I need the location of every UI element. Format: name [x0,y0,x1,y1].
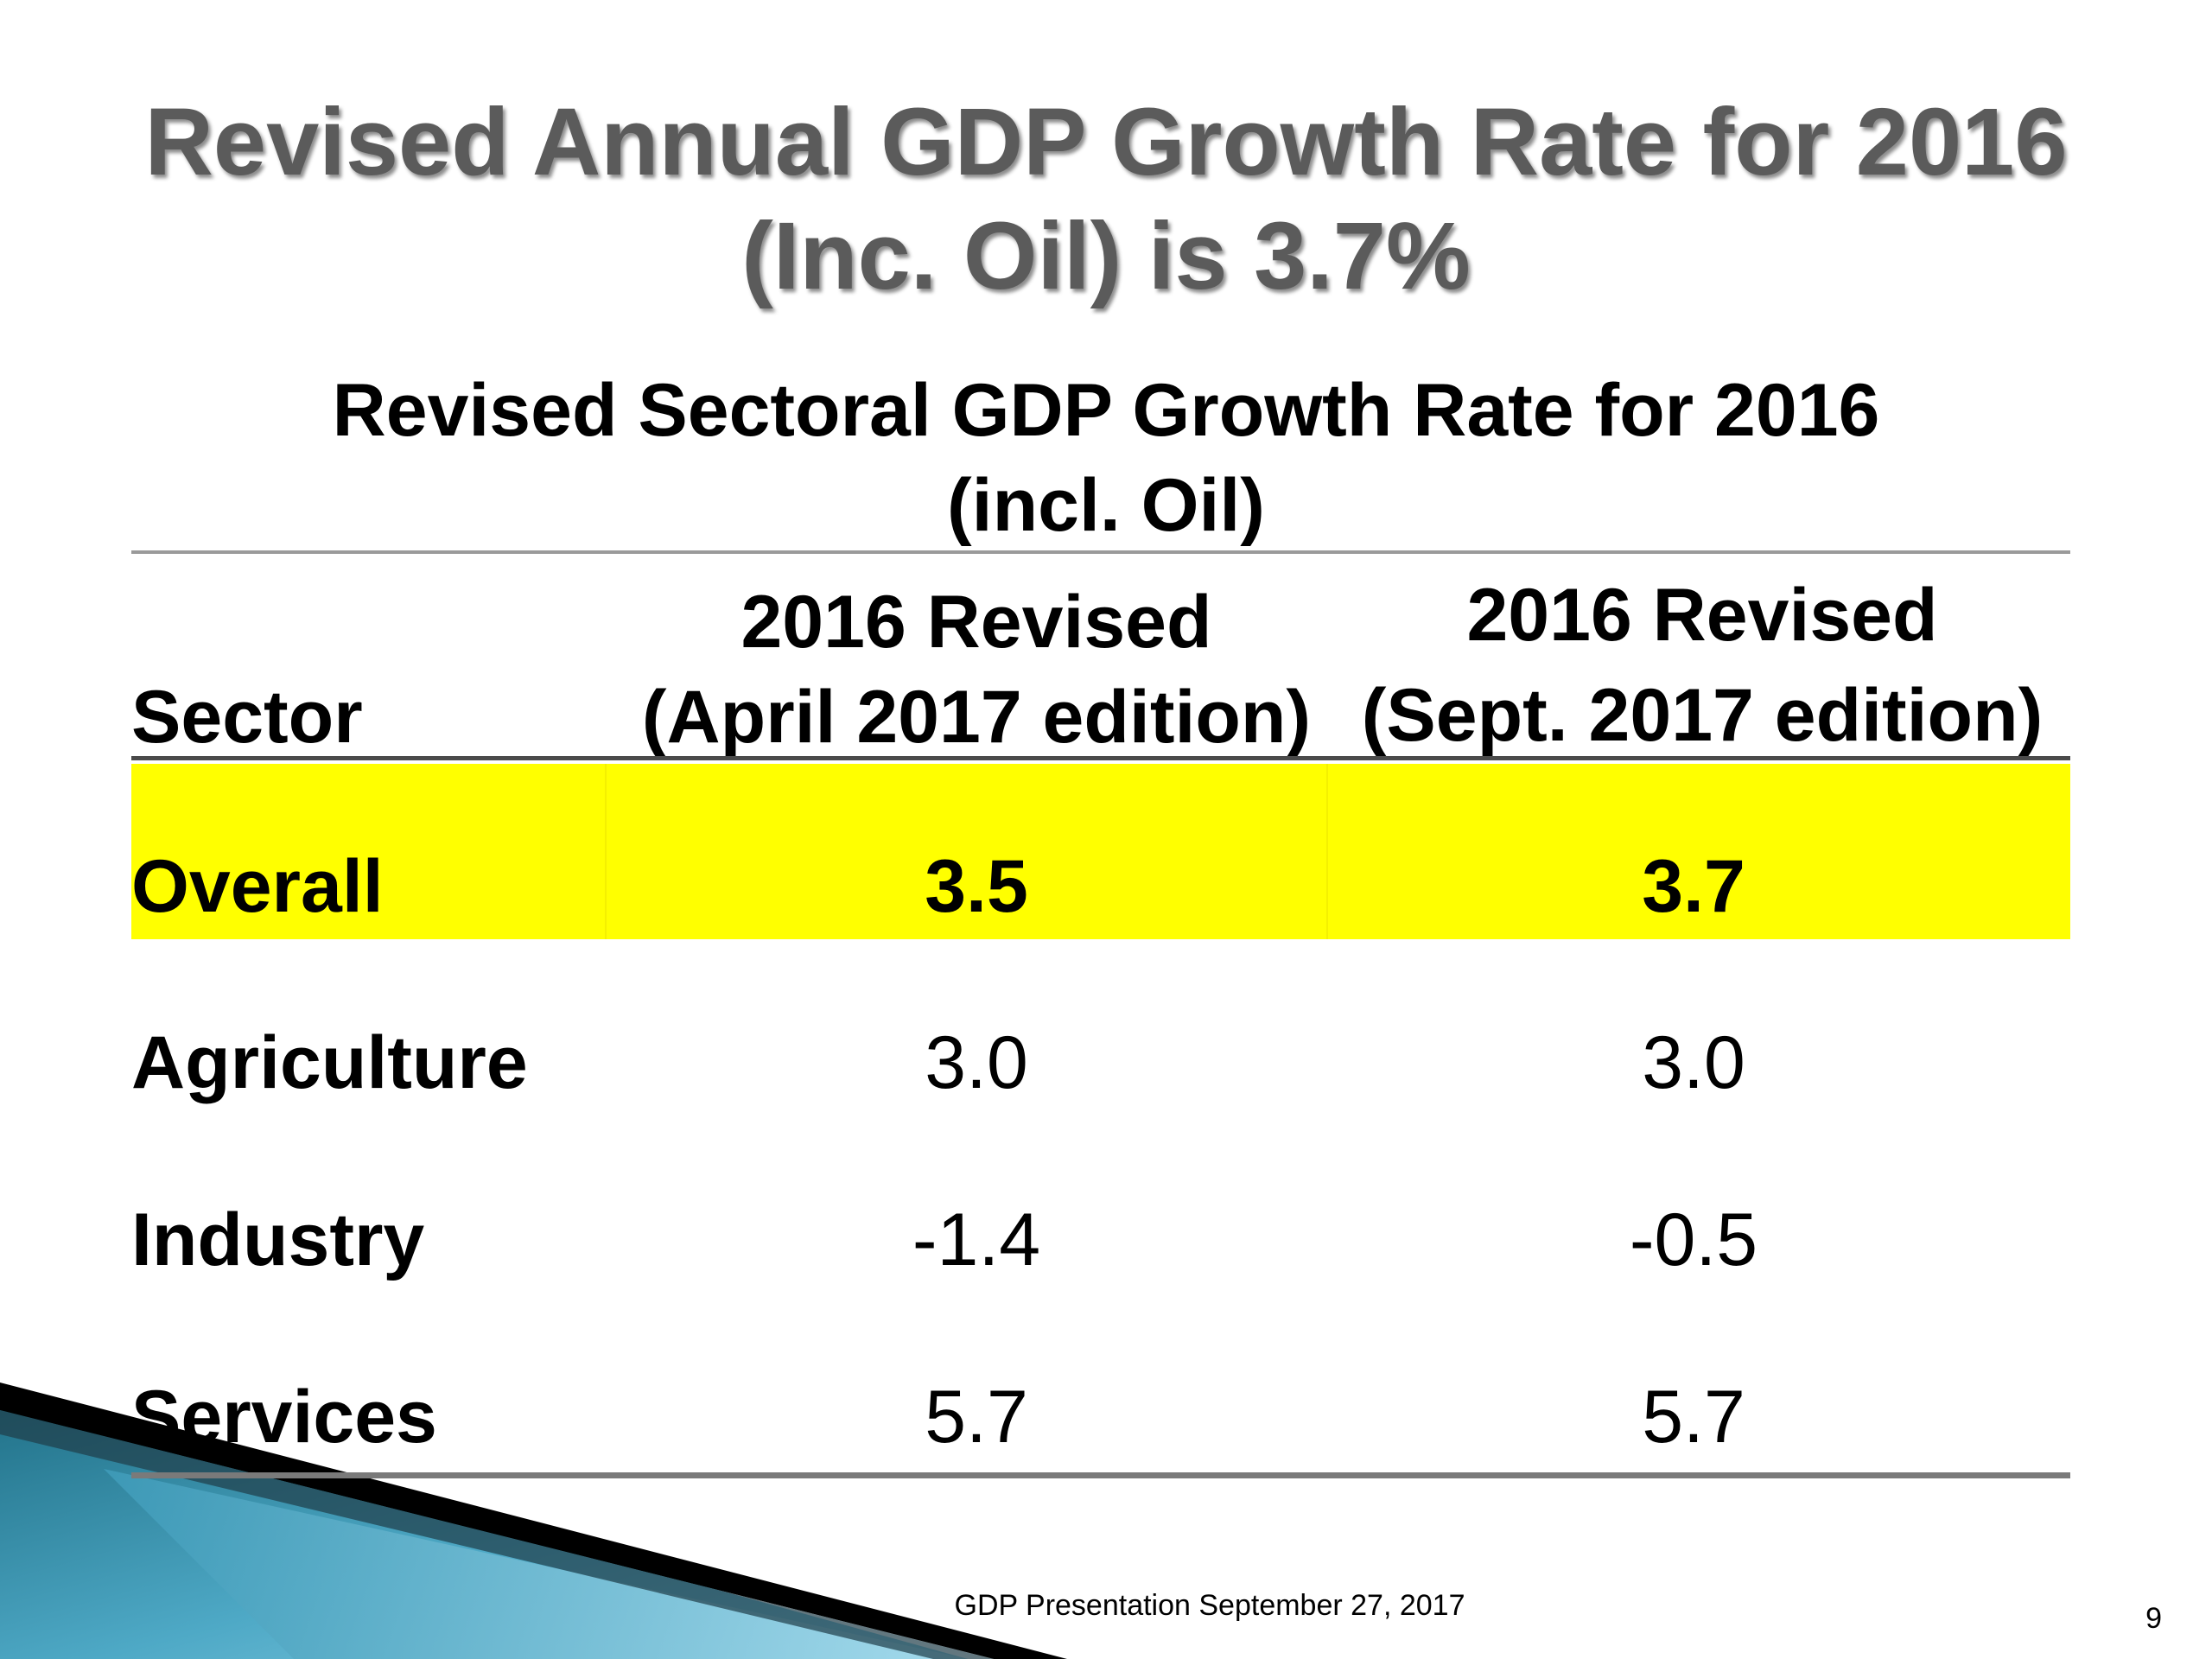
row-industry-sector: Industry [131,1198,425,1281]
slide-title-line-1: Revised Annual GDP Growth Rate for 2016 [144,89,2068,195]
row-services-april: 5.7 [925,1376,1028,1459]
corner-light-shape [104,1469,968,1659]
highlight-divider [1326,764,1328,939]
header-sept-line-1: 2016 Revised [1466,574,1938,657]
row-overall-sector: Overall [131,845,384,928]
row-services-sept: 5.7 [1642,1376,1745,1459]
overall-row-highlight [131,764,2070,939]
row-agriculture-april: 3.0 [925,1021,1028,1104]
page-number: 9 [2145,1602,2162,1635]
table-header-rule [131,756,2070,760]
slide-footer: GDP Presentation September 27, 2017 [954,1589,1465,1622]
row-services-sector: Services [131,1376,437,1459]
row-agriculture-sept: 3.0 [1642,1021,1745,1104]
table-bottom-rule [131,1472,2070,1478]
slide-title-line-2: (Inc. Oil) is 3.7% [741,203,1471,309]
header-sept-line-2: (Sept. 2017 edition) [1361,674,2044,757]
row-overall-april: 3.5 [925,845,1028,928]
row-industry-sept: -0.5 [1629,1198,1758,1281]
row-industry-april: -1.4 [912,1198,1041,1281]
header-sector: Sector [131,676,363,759]
row-overall-sept: 3.7 [1642,845,1745,928]
header-april-line-2: (April 2017 edition) [641,676,1312,759]
row-agriculture-sector: Agriculture [131,1021,528,1104]
table-title-line-2: (incl. Oil) [947,464,1265,547]
table-top-rule [131,550,2070,554]
table-title-line-1: Revised Sectoral GDP Growth Rate for 201… [332,369,1880,452]
header-april-line-1: 2016 Revised [741,581,1212,664]
highlight-divider [605,764,607,939]
